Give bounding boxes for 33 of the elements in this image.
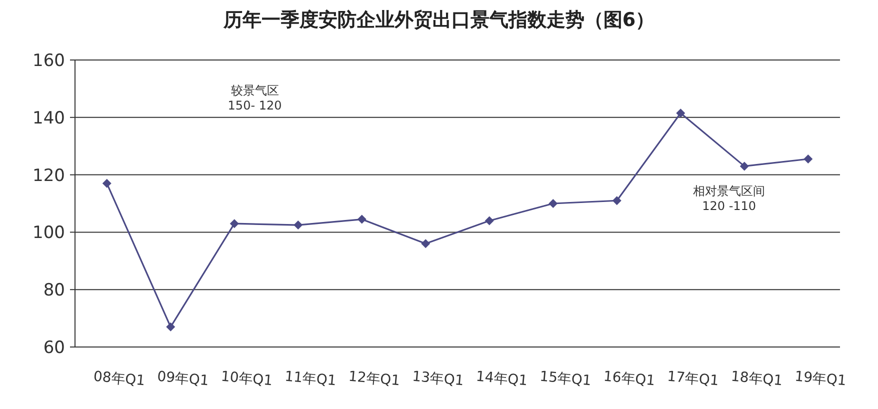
- point: [484, 216, 494, 226]
- x-tick-label: 10年Q1: [220, 368, 274, 390]
- point: [421, 239, 430, 248]
- x-tick-label: 15年Q1: [539, 368, 592, 390]
- y-tick-label: 80: [43, 280, 65, 301]
- point: [102, 178, 112, 188]
- point: [612, 196, 622, 206]
- point: [166, 322, 176, 332]
- x-tick-label: 08年Q1: [92, 368, 146, 390]
- x-tick-label: 14年Q1: [475, 368, 528, 390]
- point: [230, 219, 239, 228]
- x-tick-label: 18年Q1: [730, 368, 784, 390]
- x-tick-label: 13年Q1: [412, 368, 464, 390]
- y-tick-label: 160: [32, 51, 65, 71]
- y-tick-label: 140: [32, 108, 65, 128]
- annotation: 较景气区 150- 120: [228, 83, 282, 112]
- x-tick-label: 17年Q1: [666, 368, 720, 390]
- y-tick-label: 120: [32, 166, 65, 186]
- point: [740, 162, 749, 171]
- annotation: 相对景气区间 120 -110: [693, 184, 766, 213]
- chart-title: 历年一季度安防企业外贸出口景气指数走势（图6）: [222, 9, 655, 31]
- x-tick-label: 11年Q1: [284, 368, 337, 390]
- x-tick-label: 09年Q1: [156, 368, 210, 390]
- x-tick-label: 12年Q1: [348, 368, 401, 390]
- y-tick-label: 60: [43, 338, 65, 358]
- point: [294, 220, 303, 230]
- y-tick-label: 100: [32, 223, 65, 244]
- x-tick-label: 16年Q1: [602, 368, 656, 390]
- point: [357, 214, 366, 224]
- x-tick-label: 19年Q1: [794, 368, 847, 390]
- point: [548, 199, 558, 208]
- point: [676, 108, 686, 118]
- point: [804, 154, 813, 164]
